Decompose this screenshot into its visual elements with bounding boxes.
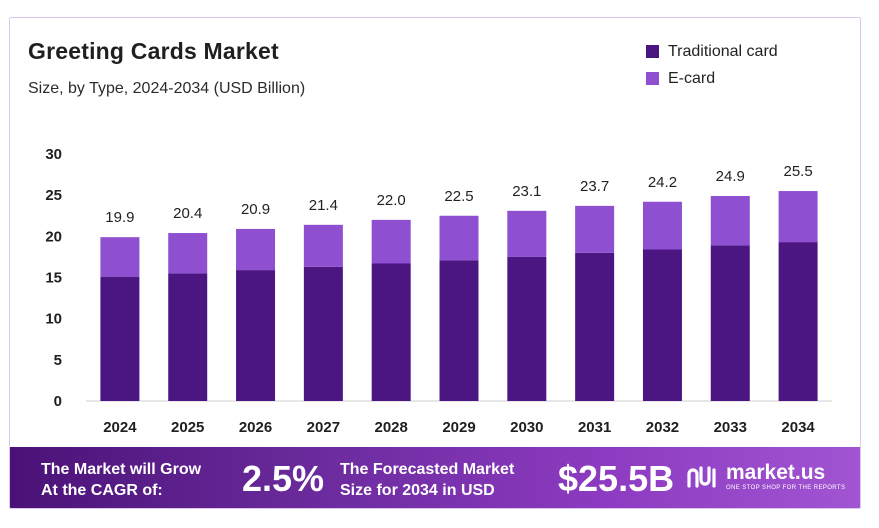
cagr-label-line1: The Market will Grow xyxy=(41,461,202,478)
bar-e-card xyxy=(371,219,411,264)
x-tick-label: 2026 xyxy=(239,419,272,436)
bar-e-card xyxy=(507,210,547,257)
bar-e-card xyxy=(303,224,343,267)
bar-traditional-card xyxy=(100,276,140,401)
bar-e-card xyxy=(236,228,276,271)
chart-title: Greeting Cards Market xyxy=(28,38,279,64)
bar-total-label: 22.5 xyxy=(444,188,473,205)
y-tick-label: 15 xyxy=(45,270,62,287)
forecast-value: $25.5B xyxy=(558,458,675,499)
legend-label-ecard: E-card xyxy=(668,69,716,87)
legend-item-ecard: E-card xyxy=(646,65,778,92)
bar-traditional-card xyxy=(303,266,343,401)
forecast-label-line1: The Forecasted Market xyxy=(340,461,515,478)
brand-tagline: ONE STOP SHOP FOR THE REPORTS xyxy=(726,485,846,491)
x-tick-label: 2028 xyxy=(374,419,407,436)
y-tick-label: 30 xyxy=(45,146,62,163)
x-tick-label: 2032 xyxy=(646,419,679,436)
bar-traditional-card xyxy=(236,270,276,401)
legend-swatch-traditional xyxy=(646,45,659,58)
cagr-value: 2.5% xyxy=(242,458,325,499)
y-tick-label: 0 xyxy=(54,393,62,410)
bar-e-card xyxy=(439,215,479,261)
bar-e-card xyxy=(168,233,208,274)
cagr-label-line2: At the CAGR of: xyxy=(41,482,163,499)
summary-banner: The Market will Grow At the CAGR of: 2.5… xyxy=(10,447,860,508)
brand-logo: market.us ONE STOP SHOP FOR THE REPORTS xyxy=(686,462,845,492)
bar-total-label: 21.4 xyxy=(309,197,338,214)
bar-e-card xyxy=(642,201,682,250)
bar-e-card xyxy=(710,195,750,246)
bar-total-label: 23.1 xyxy=(512,183,541,200)
bar-traditional-card xyxy=(642,249,682,401)
chart-subtitle: Size, by Type, 2024-2034 (USD Billion) xyxy=(28,80,306,97)
x-tick-label: 2029 xyxy=(442,419,475,436)
x-tick-label: 2025 xyxy=(171,419,204,436)
bar-total-label: 23.7 xyxy=(580,178,609,195)
bar-total-label: 24.9 xyxy=(716,168,745,185)
bar-traditional-card xyxy=(507,256,547,401)
forecast-label: The Forecasted Market Size for 2034 in U… xyxy=(340,459,514,501)
x-tick-label: 2027 xyxy=(307,419,340,436)
x-tick-label: 2034 xyxy=(781,419,815,436)
bar-e-card xyxy=(778,191,818,243)
y-tick-label: 20 xyxy=(45,228,62,245)
y-tick-label: 25 xyxy=(45,187,62,204)
legend-item-traditional: Traditional card xyxy=(646,38,778,65)
bar-total-label: 20.4 xyxy=(173,205,202,222)
legend-label-traditional: Traditional card xyxy=(668,42,778,60)
x-tick-label: 2031 xyxy=(578,419,611,436)
chart-card: Greeting Cards Market Size, by Type, 202… xyxy=(9,17,861,509)
bar-traditional-card xyxy=(778,242,818,401)
x-tick-label: 2024 xyxy=(103,419,137,436)
y-tick-label: 5 xyxy=(54,352,62,369)
bar-e-card xyxy=(575,205,615,253)
bar-traditional-card xyxy=(575,252,615,401)
bar-total-label: 22.0 xyxy=(377,192,406,209)
bar-total-label: 19.9 xyxy=(105,209,134,226)
bar-traditional-card xyxy=(439,260,479,401)
bar-traditional-card xyxy=(710,245,750,401)
market-us-logo-icon xyxy=(687,466,716,488)
bar-total-label: 24.2 xyxy=(648,174,677,191)
x-tick-label: 2033 xyxy=(714,419,747,436)
forecast-label-line2: Size for 2034 in USD xyxy=(340,482,495,499)
chart-legend: Traditional card E-card xyxy=(646,38,778,92)
x-tick-label: 2030 xyxy=(510,419,543,436)
bar-e-card xyxy=(100,237,140,277)
bar-total-label: 20.9 xyxy=(241,201,270,218)
bar-chart: 05101520253019.9202420.4202520.9202621.4… xyxy=(45,146,832,436)
legend-swatch-ecard xyxy=(646,72,659,85)
bar-traditional-card xyxy=(371,263,411,401)
bar-traditional-card xyxy=(168,273,208,401)
y-tick-label: 10 xyxy=(45,311,62,328)
brand-name: market.us xyxy=(726,461,826,484)
bar-total-label: 25.5 xyxy=(783,163,812,180)
cagr-label: The Market will Grow At the CAGR of: xyxy=(41,459,201,501)
